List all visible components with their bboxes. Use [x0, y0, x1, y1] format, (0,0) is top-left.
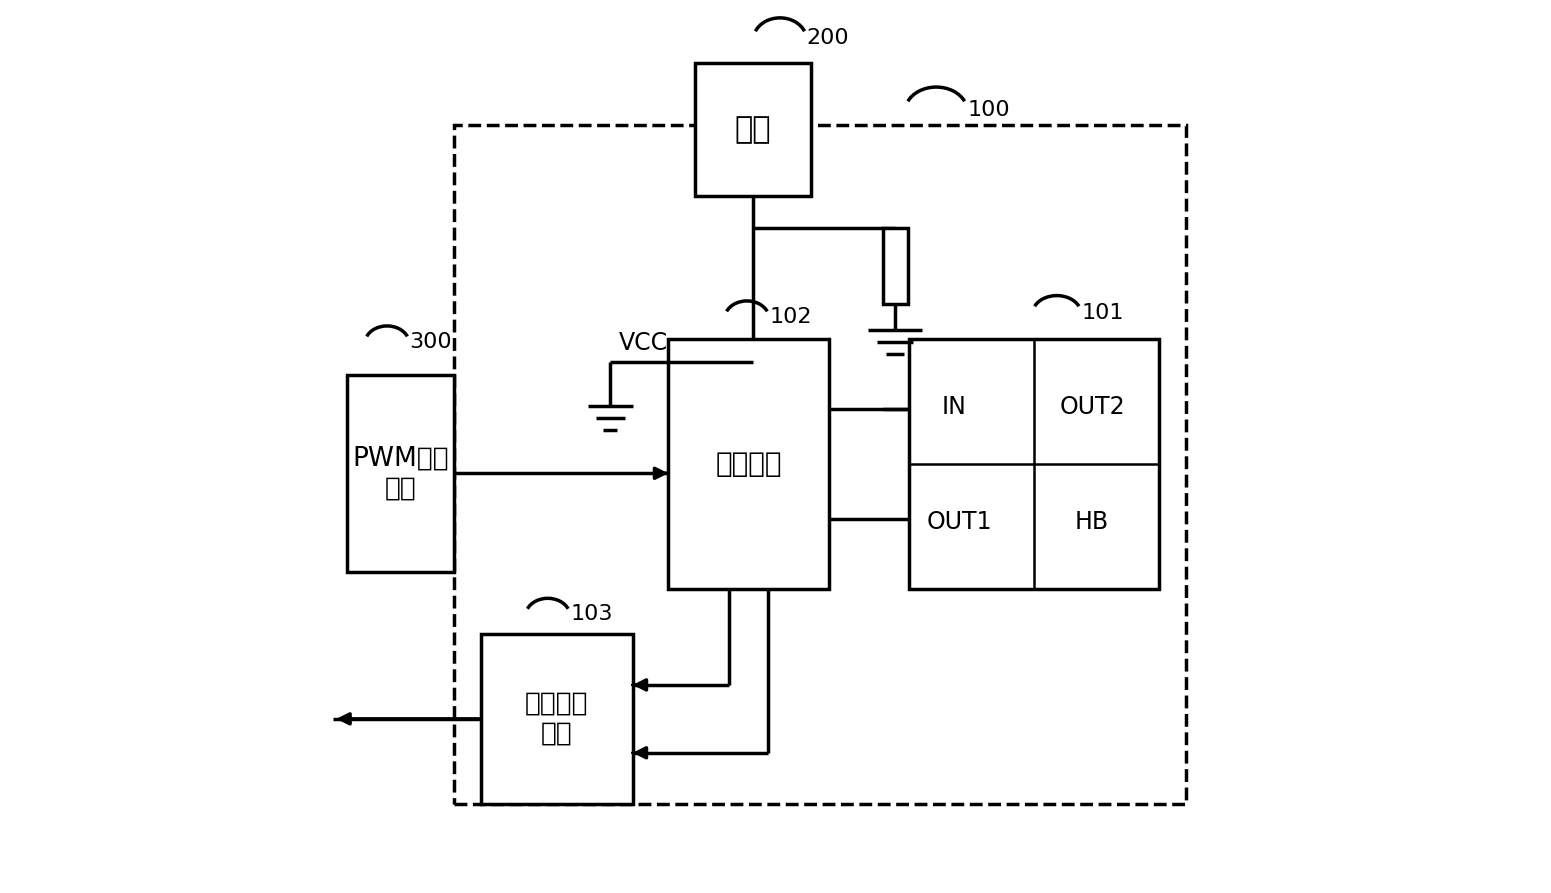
Text: PWM控制
电路: PWM控制 电路 [352, 446, 448, 501]
FancyBboxPatch shape [909, 339, 1160, 589]
Text: 200: 200 [807, 29, 850, 48]
Text: 102: 102 [769, 307, 811, 327]
Text: 电机: 电机 [735, 115, 771, 144]
FancyBboxPatch shape [454, 125, 1187, 804]
Text: OUT1: OUT1 [926, 510, 993, 534]
FancyBboxPatch shape [695, 63, 811, 196]
Text: HB: HB [1075, 510, 1109, 534]
Text: 主控模块: 主控模块 [715, 450, 782, 479]
FancyBboxPatch shape [347, 375, 454, 572]
Text: 101: 101 [1081, 303, 1124, 322]
FancyBboxPatch shape [481, 634, 633, 804]
Text: 100: 100 [968, 100, 1010, 120]
Text: OUT2: OUT2 [1059, 395, 1124, 419]
FancyBboxPatch shape [668, 339, 830, 589]
Text: 300: 300 [409, 332, 451, 352]
FancyBboxPatch shape [883, 228, 907, 304]
Text: IN: IN [941, 395, 966, 419]
Text: VCC: VCC [619, 330, 668, 355]
Text: 103: 103 [571, 605, 613, 624]
Text: 信号输出
模块: 信号输出 模块 [524, 691, 588, 747]
